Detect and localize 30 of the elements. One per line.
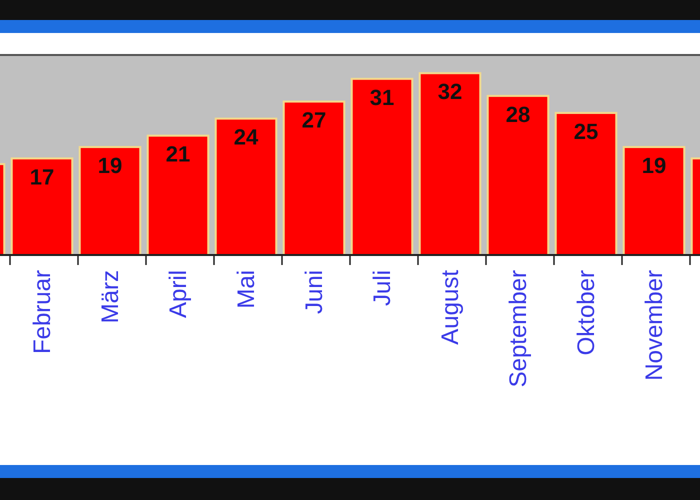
data-label: 28	[506, 102, 530, 127]
bar	[622, 146, 686, 256]
data-label: 17	[30, 164, 54, 190]
data-label: 25	[574, 118, 598, 144]
data-label: 19	[98, 153, 122, 178]
x-tick-label: Juni	[301, 270, 328, 314]
bar	[146, 134, 210, 256]
x-tick-label: November	[641, 270, 668, 381]
bar	[10, 157, 74, 256]
bar	[554, 112, 618, 256]
data-label: 21	[166, 142, 190, 167]
bar	[282, 100, 346, 256]
x-tick-label: März	[97, 270, 124, 324]
data-label: 32	[438, 79, 462, 104]
x-tick-label: Oktober	[573, 270, 600, 356]
data-label: 19	[642, 153, 666, 178]
x-tick-label: Mai	[233, 270, 260, 309]
data-label: 27	[302, 108, 326, 133]
bar	[78, 146, 142, 256]
data-label: 31	[370, 84, 394, 110]
x-tick-label: Juli	[369, 270, 396, 306]
x-tick-label: Februar	[29, 270, 56, 354]
bar	[350, 78, 414, 256]
bar	[486, 94, 550, 256]
bar	[418, 72, 482, 256]
bar	[214, 118, 278, 256]
x-tick-label: April	[165, 270, 192, 318]
x-tick-label: August	[437, 270, 464, 345]
data-label: 24	[234, 124, 259, 150]
x-tick-label: September	[505, 270, 532, 388]
